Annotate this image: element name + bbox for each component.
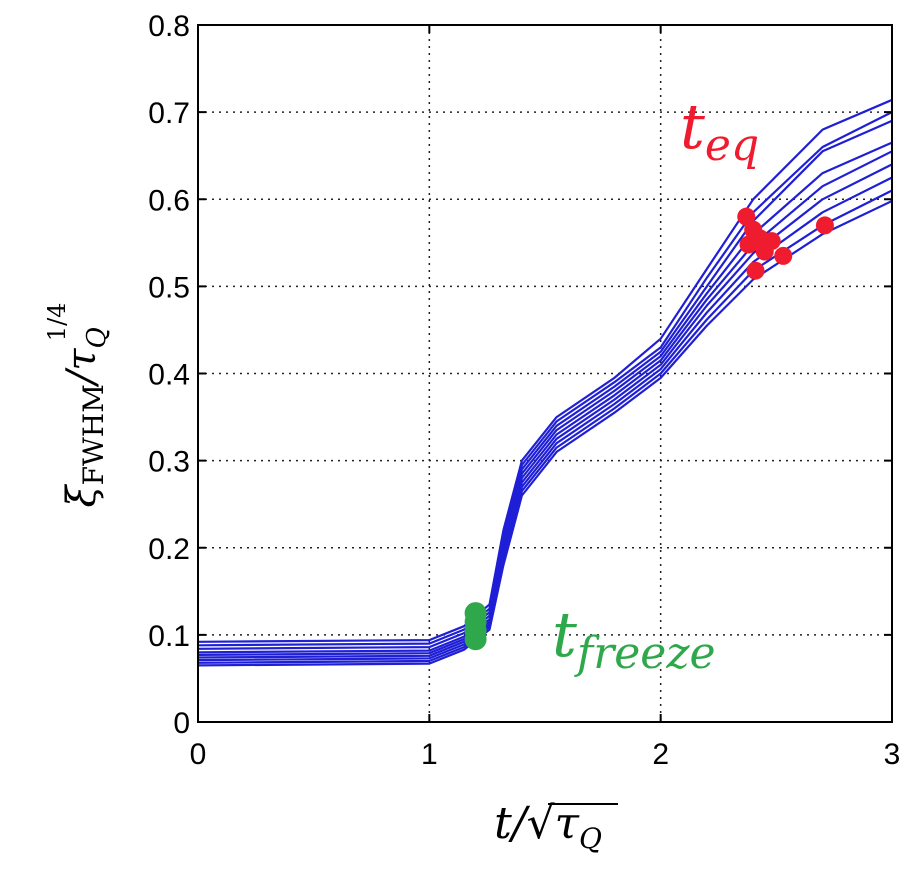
y-tick-label: 0.4 <box>148 359 190 392</box>
series-line-6 <box>197 163 893 659</box>
svg-text:t/√τQ: t/√τQ <box>494 798 602 855</box>
eq-point <box>815 216 834 235</box>
marker-points <box>464 207 834 651</box>
y-tick-label: 0.3 <box>148 446 190 479</box>
grid-lines <box>198 25 892 722</box>
t-freeze-annotation: tfreeze <box>552 598 716 679</box>
y-tick-label: 0.2 <box>148 533 190 566</box>
series-line-2 <box>197 111 893 647</box>
y-tick-label: 0.5 <box>148 271 190 304</box>
series-line-4 <box>197 141 893 654</box>
y-tick-label: 0.7 <box>148 97 190 130</box>
eq-point <box>746 261 765 280</box>
eq-point <box>762 232 781 251</box>
eq-point <box>739 235 758 254</box>
series-line-1 <box>197 98 893 643</box>
x-tick-label: 2 <box>652 738 669 771</box>
x-tick-label: 1 <box>421 738 438 771</box>
x-axis-label: t/√τQ <box>494 798 618 855</box>
y-tick-label: 0 <box>173 707 190 740</box>
y-tick-label: 0.6 <box>148 184 190 217</box>
series-line-9 <box>197 200 893 667</box>
x-tick-label: 3 <box>884 738 901 771</box>
freeze-point <box>464 602 487 625</box>
axis-ticks: 0 1 2 3 0 0.1 0.2 0.3 0.4 0.5 0.6 0.7 0.8 <box>148 10 900 771</box>
svg-text:ξFWHM/τQ1/4: ξFWHM/τQ1/4 <box>43 303 112 508</box>
y-tick-label: 0.8 <box>148 10 190 43</box>
y-axis-label: ξFWHM/τQ1/4 <box>43 303 112 508</box>
eq-point <box>774 246 793 265</box>
x-tick-label: 0 <box>190 738 207 771</box>
series-lines <box>197 98 893 667</box>
t-eq-annotation: teq <box>680 90 759 171</box>
y-tick-label: 0.1 <box>148 620 190 653</box>
